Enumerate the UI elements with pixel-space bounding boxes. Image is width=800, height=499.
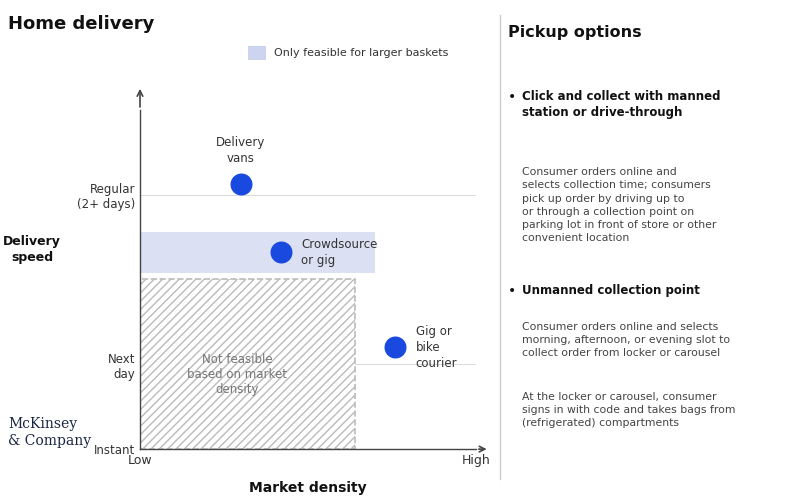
Text: Crowdsource
or gig: Crowdsource or gig [302,238,378,267]
Point [389,343,402,351]
Text: •: • [508,90,516,104]
Text: Gig or
bike
courier: Gig or bike courier [415,325,457,370]
Text: Click and collect with manned
station or drive-through: Click and collect with manned station or… [522,90,721,119]
Text: At the locker or carousel, consumer
signs in with code and takes bags from
(refr: At the locker or carousel, consumer sign… [522,392,736,428]
Text: Home delivery: Home delivery [8,15,154,33]
Text: Delivery
speed: Delivery speed [3,236,61,263]
Text: Not feasible
based on market
density: Not feasible based on market density [187,353,287,396]
Text: Delivery
vans: Delivery vans [216,136,266,165]
Point [234,181,247,189]
Text: Unmanned collection point: Unmanned collection point [522,284,700,297]
Text: Consumer orders online and selects
morning, afternoon, or evening slot to
collec: Consumer orders online and selects morni… [522,322,730,358]
Point [274,249,287,256]
X-axis label: Market density: Market density [249,481,367,495]
Text: Consumer orders online and
selects collection time; consumers
pick up order by d: Consumer orders online and selects colle… [522,167,717,243]
Text: Only feasible for larger baskets: Only feasible for larger baskets [274,48,448,58]
Bar [140,232,375,272]
Text: McKinsey
& Company: McKinsey & Company [8,417,91,448]
Text: •: • [508,284,516,298]
Bar [140,279,355,449]
Text: Pickup options: Pickup options [508,25,642,40]
